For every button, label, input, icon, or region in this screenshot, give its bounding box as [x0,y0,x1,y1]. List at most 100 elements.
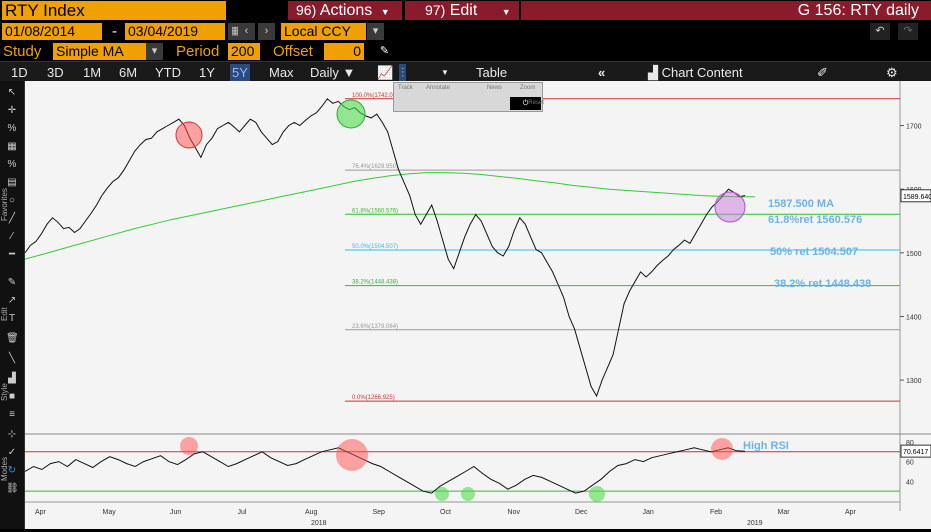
fill-icon[interactable]: ▟ [8,373,16,384]
tab-1y[interactable]: 1Y [199,65,215,80]
rsi-low-circle [461,487,475,501]
grid-icon[interactable]: ▤ [7,177,17,188]
trendline-icon[interactable]: ╱ [8,213,16,224]
calendar-icon[interactable]: ▦ [7,141,17,152]
track-button[interactable]: Track [398,85,413,91]
fib-icon[interactable]: % [7,123,17,134]
edit-button[interactable]: 97) Edit ▼ [405,1,519,20]
currency-field[interactable]: Local CCY [281,23,366,40]
year-label: 2019 [747,520,763,527]
x-tick-label: Sep [373,509,386,516]
y-tick-label: 1400 [906,314,922,321]
ticker-field[interactable]: RTY Index [2,1,226,20]
tab-ytd[interactable]: YTD [155,65,181,80]
chart-title: G 156: RTY daily [521,1,931,20]
period-field[interactable]: 200 [228,43,260,60]
x-tick-label: Oct [440,509,451,516]
tab-3d[interactable]: 3D [47,65,64,80]
tab-1m[interactable]: 1M [83,65,102,80]
annotate-button[interactable]: Annotate [426,85,451,91]
next-icon[interactable]: › [258,23,275,40]
frequency-dropdown[interactable]: Daily ▼ [310,64,355,81]
edit-num: 97) [425,2,446,18]
x-tick-label: Jan [643,509,654,516]
zoom-button[interactable]: Zoom [520,85,536,91]
chart-content-label: Chart Content [661,65,743,80]
tab-5y[interactable]: 5Y [230,64,250,81]
rsi-low-circle [589,486,605,502]
edit-chart-icon[interactable]: ✐ [817,65,828,80]
tab-1d[interactable]: 1D [11,65,28,80]
chart-content-button[interactable]: ▟ Chart Content [648,64,743,81]
tab-max[interactable]: Max [269,65,294,80]
sidebar-label-favorites: Favorites [0,188,9,221]
price-chart[interactable]: 13001400150016001700100.0%(1742.089)76.4… [24,81,931,529]
cursor-icon[interactable]: ↖ [7,87,17,98]
text-icon[interactable]: T [8,313,16,324]
year-label: 2018 [311,520,327,527]
gear-icon[interactable]: ⚙ [886,65,898,80]
refresh-icon[interactable]: ↻ [7,465,17,476]
date-separator: - [112,23,117,40]
study-field[interactable]: Simple MA [53,43,146,60]
mode-icon[interactable]: ✓ [7,447,17,458]
hline-icon[interactable]: ━ [8,249,16,260]
rsi-high-circle [336,439,368,471]
prev-icon[interactable]: ‹ [238,23,255,40]
fib-level-label: 0.0%(1266.925) [352,395,395,401]
actions-num: 96) [296,2,317,18]
pencil-icon[interactable]: ✎ [376,43,393,60]
fib-retracement-icon[interactable]: % [7,159,17,170]
y-tick-label: 1300 [906,378,922,385]
x-tick-label: Jul [238,509,247,516]
actions-button[interactable]: 96) Actions ▼ [288,1,402,20]
crosshair-icon[interactable]: ⊹ [7,429,17,440]
tab-6m[interactable]: 6M [119,65,138,80]
fib-level-label: 23.6%(1379.064) [352,324,398,330]
y-tick-label: 1500 [906,251,922,258]
line-icon[interactable]: ⁄ [11,231,13,242]
fib-level-label: 61.8%(1560.576) [352,208,398,214]
x-tick-label: Apr [35,509,47,516]
link-icon[interactable]: ⛓ [6,483,19,494]
width-icon[interactable]: ≡ [9,409,15,420]
undo-icon[interactable]: ↶ [870,23,890,40]
arrow-icon[interactable]: ↗ [7,295,17,306]
crosshair-icon[interactable]: ✛ [7,105,17,116]
line-chart-icon[interactable]: 📈 [377,65,394,80]
x-tick-label: Nov [508,509,521,516]
chevron-down-icon: ▼ [342,65,356,80]
x-tick-label: May [103,509,117,516]
chevron-down-icon[interactable]: ▾ [367,23,384,40]
x-tick-label: Aug [305,509,318,516]
redo-icon[interactable]: ↷ [898,23,918,40]
chevron-down-icon[interactable]: ▾ [146,43,163,60]
chevron-down-icon[interactable]: ▼ [441,68,449,77]
reset-button[interactable]: ⏻ Reset [510,97,544,110]
offset-field[interactable]: 0 [324,43,364,60]
end-date-field[interactable]: 03/04/2019 [125,23,225,40]
x-tick-label: Jun [170,509,181,516]
last-price-badge [900,189,931,203]
rsi-last-badge [900,444,931,458]
sidebar-label-edit: Edit [0,307,9,321]
ellipse-icon[interactable]: ○ [8,195,16,206]
high-circle [336,99,366,129]
table-button[interactable]: Table [476,65,508,80]
pencil-icon[interactable]: ✎ [7,277,17,288]
range-tabs-bar: 1D 3D 1M 6M YTD 1Y 5Y Max Daily ▼ 📈 ⫶ ▼ … [0,61,931,82]
rsi-high-circle [711,438,733,460]
collapse-icon[interactable]: « [598,65,606,80]
trash-icon[interactable]: 🗑 [6,333,19,344]
bar-chart-icon[interactable]: ⫶ [399,64,407,81]
start-date-field[interactable]: 01/08/2014 [2,23,102,40]
chart-area[interactable]: 13001400150016001700100.0%(1742.089)76.4… [24,81,931,529]
top-bar: RTY Index 96) Actions ▼ 97) Edit ▼ G 156… [0,0,931,21]
fib-level-label: 38.2%(1448.438) [352,280,398,286]
rsi-last-label: 70.6417 [903,449,928,456]
date-bar: 01/08/2014 - 03/04/2019 ▦ ‹ › Local CCY … [0,21,931,41]
high-circle [175,121,203,149]
brush-icon[interactable]: ╲ [8,353,16,364]
color-icon[interactable]: ■ [8,391,16,402]
news-button[interactable]: News [487,85,503,91]
